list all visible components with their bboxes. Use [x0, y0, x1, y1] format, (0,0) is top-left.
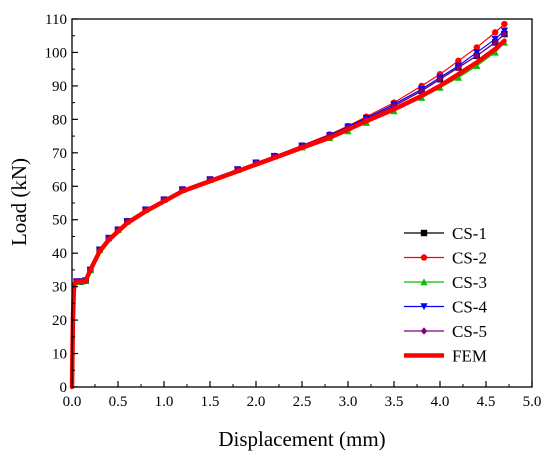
y-tick-label: 0 [60, 380, 68, 396]
legend-label-cs-3: CS-3 [452, 273, 487, 292]
y-tick-label: 100 [45, 45, 68, 61]
x-tick-label: 3.5 [385, 394, 404, 410]
legend-item-cs-2: CS-2 [404, 249, 487, 268]
legend-marker-cs-4 [420, 303, 428, 311]
data-point-cs-5 [501, 30, 508, 38]
legend-item-cs-4: CS-4 [404, 298, 487, 317]
legend-marker-cs-1 [420, 229, 428, 237]
data-point-cs-5 [436, 75, 444, 84]
y-tick-label: 60 [52, 179, 67, 195]
x-tick-label: 5.0 [523, 394, 542, 410]
data-point-cs-5 [455, 63, 462, 72]
data-point-cs-2 [492, 29, 499, 36]
data-point-cs-5 [492, 38, 499, 47]
data-point-cs-2 [455, 57, 462, 65]
data-point-cs-2 [501, 20, 508, 28]
legend-label-cs-4: CS-4 [452, 298, 487, 317]
x-tick-label: 2.0 [247, 394, 266, 410]
x-axis-title: Displacement (mm) [218, 427, 385, 451]
x-tick-label: 4.0 [431, 394, 450, 410]
legend-label-cs-2: CS-2 [452, 249, 487, 268]
x-tick-label: 2.5 [293, 394, 312, 410]
data-point-cs-5 [473, 52, 480, 60]
legend-label-fem: FEM [452, 347, 487, 366]
x-tick-label: 4.5 [477, 394, 496, 410]
legend-item-fem: FEM [404, 347, 487, 366]
y-tick-label: 90 [52, 79, 67, 95]
data-point-cs-3 [473, 62, 481, 70]
data-point-cs-2 [473, 44, 480, 51]
legend-label-cs-1: CS-1 [452, 224, 487, 243]
y-tick-label: 50 [52, 213, 67, 229]
x-tick-label: 1.0 [155, 394, 174, 410]
series-fem [69, 38, 507, 390]
legend-marker-cs-2 [420, 254, 428, 261]
y-tick-label: 80 [52, 112, 67, 128]
x-tick-label: 0.5 [109, 394, 128, 410]
data-point-cs-3 [454, 73, 462, 81]
data-point-cs-3 [491, 48, 499, 56]
legend-label-cs-5: CS-5 [452, 322, 487, 341]
y-tick-label: 40 [52, 246, 67, 262]
x-tick-label: 3.0 [339, 394, 358, 410]
series-line-fem [69, 38, 507, 390]
y-tick-label: 30 [52, 280, 67, 296]
x-tick-label: 0.0 [63, 394, 82, 410]
legend-item-cs-5: CS-5 [404, 322, 487, 341]
y-tick-label: 10 [52, 347, 67, 363]
legend-item-cs-1: CS-1 [404, 224, 487, 243]
y-tick-label: 110 [45, 12, 67, 28]
series-layer [69, 20, 508, 390]
legend-marker-cs-5 [420, 327, 428, 335]
y-tick-label: 70 [52, 146, 67, 162]
x-tick-label: 1.5 [201, 394, 220, 410]
axes-layer: 0.0 0.5 1.0 1.5 2.0 2.5 3.0 3.5 4.0 4.5 5.0 0 10 20 30… [45, 12, 542, 410]
legend: CS-1 CS-2 CS-3 CS-4 CS-5 FEM [404, 224, 487, 366]
y-tick-label: 20 [52, 313, 67, 329]
y-axis-title: Load (kN) [7, 158, 31, 246]
legend-marker-cs-3 [420, 278, 428, 286]
legend-item-cs-3: CS-3 [404, 273, 487, 292]
